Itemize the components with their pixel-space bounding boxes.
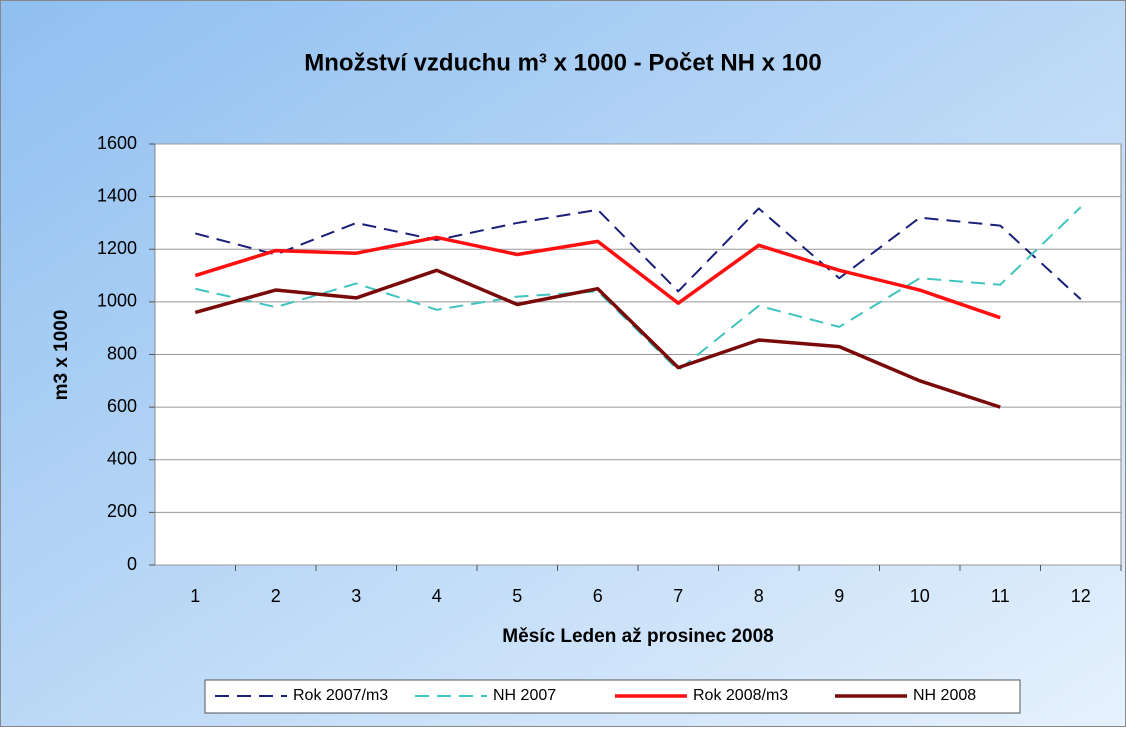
x-tick-label: 8 [754,586,764,606]
series-line [195,206,1082,372]
y-tick-label: 1200 [97,238,137,258]
x-tick-label: 11 [991,586,1010,606]
series-line [194,235,1001,320]
series-line [194,268,1001,409]
y-tick-label: 600 [107,396,137,416]
y-tick-label: 800 [107,343,137,363]
y-tick-label: 400 [107,449,137,469]
y-tick-label: 1000 [97,291,137,311]
y-tick-label: 1600 [97,133,137,153]
legend-label: NH 2007 [493,687,556,704]
x-tick-label: 6 [593,586,603,606]
chart-title: Množství vzduchu m³ x 1000 - Počet NH x … [304,49,822,76]
x-axis-label: Měsíc Leden až prosinec 2008 [502,626,773,647]
x-tick-label: 3 [351,586,361,606]
x-tick-label: 12 [1071,586,1091,606]
x-tick-label: 2 [271,586,281,606]
legend-label: Rok 2007/m3 [293,687,388,704]
y-tick-label: 200 [107,501,137,521]
x-tick-label: 4 [432,586,442,606]
legend-label: NH 2008 [913,687,976,704]
x-tick-label: 7 [673,586,683,606]
y-axis-label: m3 x 1000 [51,310,72,401]
x-tick-label: 1 [190,586,200,606]
legend-label: Rok 2008/m3 [693,687,788,704]
y-tick-label: 0 [127,554,137,574]
x-tick-label: 10 [910,586,930,606]
x-tick-label: 5 [512,586,522,606]
x-tick-label: 9 [834,586,844,606]
series-line [194,207,1082,300]
y-tick-label: 1400 [97,185,137,205]
